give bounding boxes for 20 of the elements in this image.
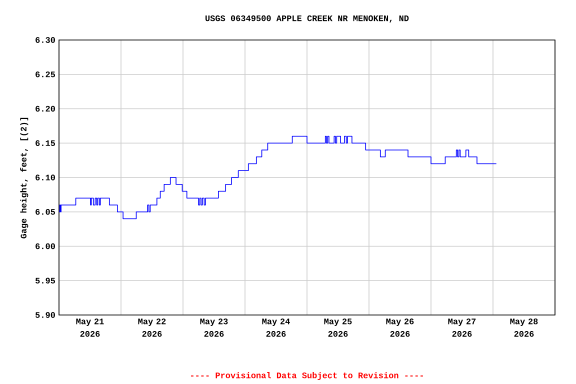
y-tick-label: 6.00: [36, 243, 55, 250]
x-tick-label: May 26 2026: [386, 318, 414, 337]
y-axis-title: Gage height, feet, [(2)]: [20, 118, 28, 238]
y-tick-label: 6.05: [36, 208, 56, 215]
x-tick-label: May 22 2026: [138, 318, 166, 337]
y-tick-label: 6.15: [36, 140, 56, 146]
x-tick-label: May 28 2026: [510, 318, 538, 337]
y-tick-label: 5.95: [36, 278, 56, 284]
text: ---- Provisional Data Subject to Revision ----: [191, 372, 423, 380]
y-tick-label: 6.20: [36, 106, 55, 112]
y-tick-label: 6.10: [36, 174, 55, 180]
x-tick-label: May 24 2026: [262, 318, 290, 337]
x-tick-label: May 23 2026: [200, 318, 228, 337]
x-tick-label: May 25 2026: [324, 318, 352, 337]
y-tick-label: 6.25: [36, 71, 56, 78]
x-tick-label: May 27 2026: [448, 318, 476, 337]
y-tick-label: 5.90: [36, 312, 55, 318]
x-tick-label: May 21 2026: [76, 318, 104, 337]
chart-title: USGS 06349500 APPLE CREEK NR MENOKEN, ND: [206, 15, 409, 23]
y-tick-label: 6.30: [36, 37, 55, 43]
